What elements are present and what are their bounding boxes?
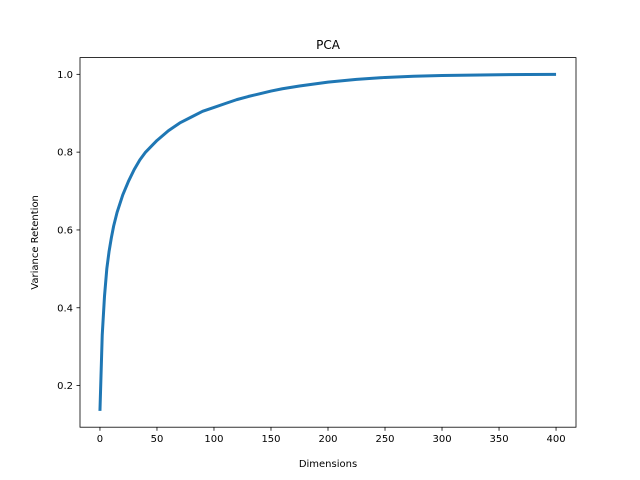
y-tick-label: 0.4 [57, 303, 73, 314]
x-tick-label: 200 [318, 434, 337, 445]
y-axis-label: Variance Retention [30, 195, 41, 290]
series-line [98, 72, 557, 411]
x-tick-label: 300 [432, 434, 451, 445]
plot-frame [79, 57, 577, 428]
x-axis-ticks: 0 50 100 150 200 250 300 350 400 [97, 427, 566, 445]
series-layer [98, 72, 557, 411]
x-tick-label: 400 [546, 434, 565, 445]
y-tick-label: 1.0 [57, 70, 73, 81]
x-tick-label: 150 [261, 434, 280, 445]
y-axis-ticks: 0.2 0.4 0.6 0.8 1.0 [57, 70, 80, 392]
y-tick-label: 0.6 [57, 226, 73, 237]
x-tick-label: 0 [97, 434, 103, 445]
x-tick-label: 250 [375, 434, 394, 445]
y-tick-label: 0.8 [57, 148, 73, 159]
x-tick-label: 350 [489, 434, 508, 445]
plot-area [80, 57, 576, 428]
x-axis-label: Dimensions [299, 459, 357, 470]
x-tick-label: 50 [151, 434, 164, 445]
chart-title: PCA [316, 38, 341, 52]
y-tick-label: 0.2 [57, 381, 73, 392]
x-tick-label: 100 [204, 434, 223, 445]
